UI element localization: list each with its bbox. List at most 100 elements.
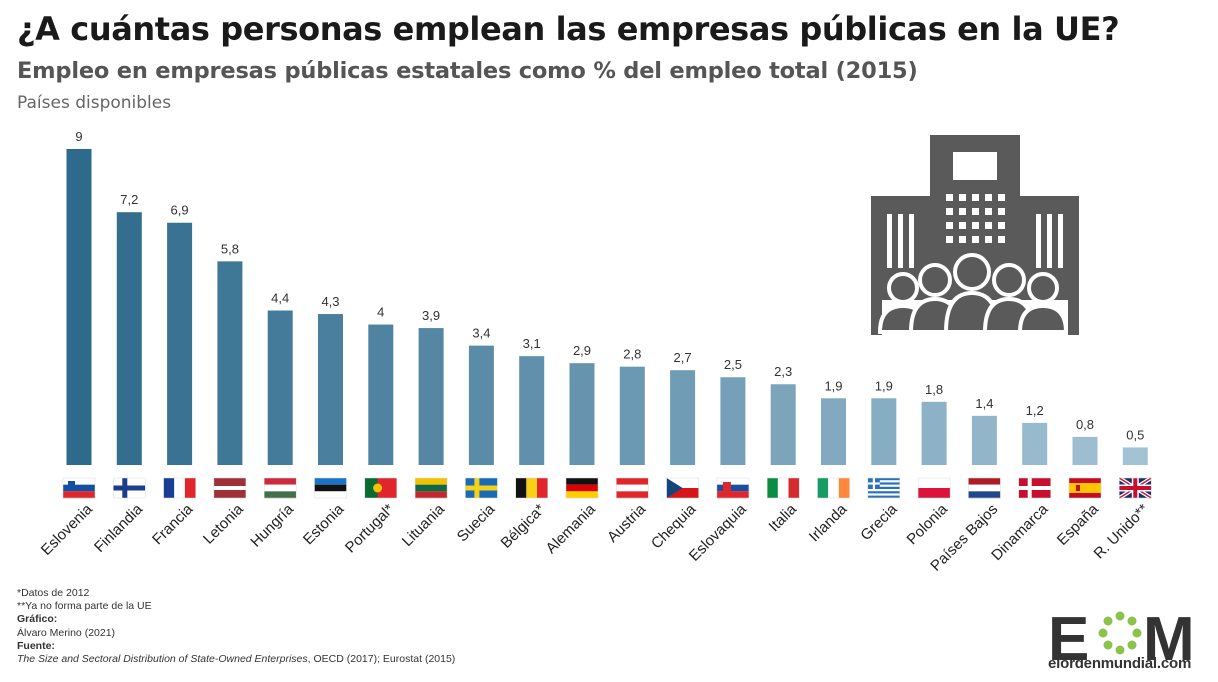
- logo-dots-circle: [1098, 611, 1142, 655]
- flag-icon-gr: [867, 477, 901, 499]
- value-label: 4: [377, 305, 384, 320]
- category-label: Austria: [604, 500, 649, 545]
- category-label: Bélgica*: [498, 501, 549, 552]
- category-label: Irlanda: [806, 500, 851, 545]
- value-label: 1,8: [925, 382, 943, 397]
- flag-icon-cz: [666, 477, 699, 499]
- flag-icon-pl: [917, 477, 951, 499]
- window-icon: [985, 208, 992, 215]
- value-label: 1,9: [824, 378, 842, 393]
- bars-group: [66, 149, 1148, 465]
- flag-icon-nl: [968, 477, 1001, 499]
- window-icon: [959, 208, 966, 215]
- bar-ie: [821, 398, 846, 465]
- flag-icon-lt: [414, 477, 448, 499]
- category-label: Alemania: [543, 500, 600, 557]
- bar-cz: [670, 370, 696, 465]
- bar-it: [770, 384, 796, 465]
- eom-logo[interactable]: E M: [1048, 598, 1208, 678]
- category-label: Lituania: [399, 500, 449, 550]
- window-icon: [959, 236, 966, 243]
- person-head: [887, 272, 919, 304]
- bar-ee: [318, 314, 343, 465]
- value-label: 0,8: [1076, 417, 1094, 432]
- value-label: 2,3: [774, 364, 792, 379]
- category-label: Suecia: [454, 500, 499, 545]
- value-label: 5,8: [221, 241, 239, 256]
- flag-icon-se: [465, 477, 498, 499]
- bar-pt: [368, 324, 394, 465]
- category-label: Portugal*: [342, 501, 398, 557]
- bar-se: [468, 345, 494, 465]
- flag-icon-be: [515, 477, 548, 499]
- bar-sk: [720, 377, 746, 465]
- value-label: 4,3: [321, 294, 339, 309]
- bar-be: [519, 356, 545, 465]
- value-label: 1,9: [875, 378, 893, 393]
- bar-lv: [217, 261, 243, 465]
- bar-fr: [167, 222, 193, 465]
- bar-hu: [267, 310, 293, 465]
- window-icon: [998, 222, 1005, 229]
- value-label: 1,2: [1026, 403, 1044, 418]
- graphic-label: Gráfico:: [17, 613, 58, 626]
- value-label: 6,9: [171, 203, 189, 218]
- flag-icon-ee: [314, 477, 347, 499]
- person-head: [953, 253, 991, 291]
- flag-icon-es: [1068, 477, 1102, 499]
- flag-icon-sk: [716, 477, 750, 499]
- window-icon: [972, 222, 979, 229]
- value-label: 2,5: [724, 357, 742, 372]
- category-label: Grecia: [857, 500, 901, 544]
- bar-de: [569, 363, 595, 465]
- logo-url[interactable]: elordenmundial.com: [1048, 655, 1192, 672]
- window-icon: [972, 194, 979, 201]
- source-rest: , OECD (2017); Eurostat (2015): [307, 653, 456, 666]
- chart-subtitle: Empleo en empresas públicas estatales co…: [17, 58, 918, 84]
- logo-letter-m: M: [1143, 605, 1195, 674]
- value-label: 9: [75, 129, 82, 144]
- flag-icon-fi: [113, 477, 146, 499]
- category-label: España: [1054, 500, 1102, 548]
- bar-pl: [921, 401, 947, 465]
- bar-dk: [1022, 422, 1048, 465]
- flag-icon-hu: [263, 477, 297, 499]
- window-icon: [946, 208, 953, 215]
- window-icon: [959, 194, 966, 201]
- value-label: 4,4: [271, 291, 289, 306]
- source-text: The Size and Sectoral Distribution of St…: [17, 653, 455, 666]
- window-icon: [998, 194, 1005, 201]
- bar-lt: [418, 328, 444, 465]
- category-label: Polonia: [904, 500, 952, 548]
- window-icon: [998, 236, 1005, 243]
- flag-icon-fr: [163, 477, 196, 499]
- value-label: 3,4: [472, 326, 490, 341]
- window-icon: [998, 208, 1005, 215]
- bar-gb: [1122, 447, 1148, 465]
- window-icon: [972, 208, 979, 215]
- window-icon: [972, 236, 979, 243]
- footnote-2012: *Datos de 2012: [17, 587, 90, 599]
- graphic-author: Álvaro Merino (2021): [17, 626, 116, 639]
- bar-gr: [871, 398, 897, 465]
- chart-note: Países disponibles: [17, 93, 172, 113]
- category-label: Francia: [149, 500, 197, 548]
- bar-fi: [116, 212, 142, 465]
- person-head: [992, 263, 1026, 297]
- category-label: Hungría: [247, 500, 297, 550]
- value-label: 2,9: [573, 343, 591, 358]
- category-label: Letonia: [200, 500, 247, 547]
- window-icon: [959, 222, 966, 229]
- bar-si: [66, 149, 92, 465]
- flag-icon-it: [766, 477, 800, 499]
- footer: *Datos de 2012 **Ya no forma parte de la…: [17, 587, 455, 666]
- flag-icon-pt: [364, 477, 398, 499]
- footnote-uk: **Ya no forma parte de la UE: [17, 600, 152, 613]
- value-label: 1,4: [975, 396, 993, 411]
- bar-es: [1072, 436, 1098, 465]
- category-label: Chequia: [648, 500, 700, 552]
- category-label: Italia: [766, 500, 801, 535]
- source-title: The Size and Sectoral Distribution of St…: [17, 653, 308, 666]
- value-label: 7,2: [120, 192, 138, 207]
